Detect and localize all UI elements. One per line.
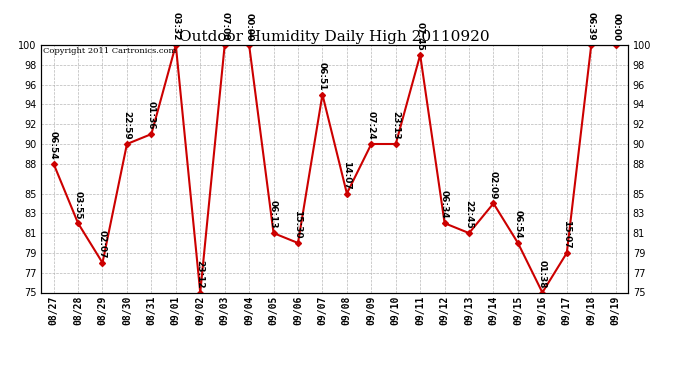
Text: 03:32: 03:32 <box>171 12 180 41</box>
Text: 23:12: 23:12 <box>196 260 205 288</box>
Text: 07:00: 07:00 <box>220 12 229 41</box>
Text: 00:00: 00:00 <box>611 13 620 41</box>
Text: 22:45: 22:45 <box>464 200 473 229</box>
Text: 06:13: 06:13 <box>269 200 278 229</box>
Text: 01:38: 01:38 <box>538 260 547 288</box>
Text: 22:59: 22:59 <box>122 111 131 140</box>
Text: 02:07: 02:07 <box>98 230 107 259</box>
Text: 06:34: 06:34 <box>440 190 449 219</box>
Text: 06:39: 06:39 <box>586 12 595 41</box>
Text: 15:30: 15:30 <box>293 210 302 239</box>
Text: 06:54: 06:54 <box>49 131 58 160</box>
Text: 23:13: 23:13 <box>391 111 400 140</box>
Text: 14:07: 14:07 <box>342 160 351 189</box>
Title: Outdoor Humidity Daily High 20110920: Outdoor Humidity Daily High 20110920 <box>179 30 490 44</box>
Text: 15:07: 15:07 <box>562 220 571 249</box>
Text: 06:51: 06:51 <box>318 62 327 90</box>
Text: 07:24: 07:24 <box>367 111 376 140</box>
Text: 07:45: 07:45 <box>415 22 424 51</box>
Text: Copyright 2011 Cartronics.com: Copyright 2011 Cartronics.com <box>43 48 176 56</box>
Text: 06:54: 06:54 <box>513 210 522 239</box>
Text: 00:00: 00:00 <box>245 13 254 41</box>
Text: 01:36: 01:36 <box>147 101 156 130</box>
Text: 02:09: 02:09 <box>489 171 498 199</box>
Text: 03:55: 03:55 <box>74 190 83 219</box>
